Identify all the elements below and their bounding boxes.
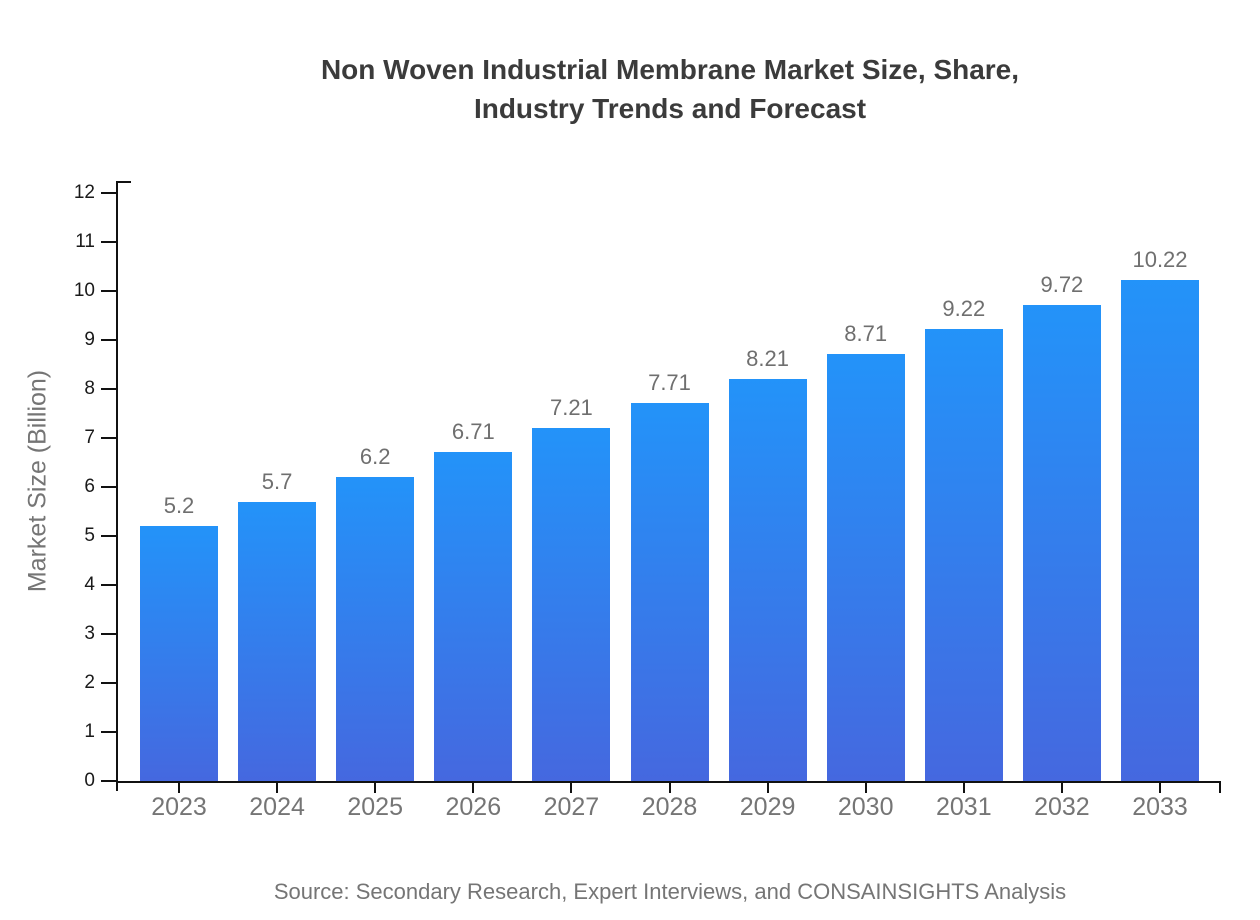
x-tick-label: 2028 (641, 793, 698, 821)
x-tick (472, 783, 475, 793)
chart-title-line-2: Industry Trends and Forecast (473, 93, 867, 124)
bar-value-label: 5.7 (261, 468, 293, 494)
chart-title: Non Woven Industrial Membrane Market Siz… (0, 50, 1260, 128)
x-tick (1159, 783, 1161, 793)
bar-value-label: 9.22 (942, 296, 986, 322)
y-tick-label: 10 (73, 280, 95, 301)
y-tick (101, 633, 116, 635)
bar-value-label: 6.71 (451, 419, 495, 445)
y-tick (101, 437, 116, 439)
x-tick (668, 783, 671, 793)
x-tick-label: 2031 (935, 793, 992, 821)
bar-value-label: 8.71 (844, 321, 888, 347)
y-tick (101, 780, 116, 782)
y-tick-label: 8 (84, 378, 95, 399)
bar (140, 526, 218, 781)
bar-value-label: 10.22 (1132, 247, 1188, 273)
y-tick (101, 682, 116, 684)
y-tick-label: 11 (75, 231, 95, 252)
y-tick (101, 241, 116, 243)
y-tick-label: 1 (84, 721, 95, 742)
bar (1022, 304, 1101, 781)
y-tick (101, 535, 116, 537)
y-tick (101, 192, 116, 194)
x-tick (962, 783, 965, 793)
x-axis-end-tick (1219, 783, 1221, 793)
x-tick-label: 2024 (249, 793, 305, 821)
y-tick-label: 5 (84, 525, 95, 546)
y-tick (101, 339, 116, 341)
y-axis-line (116, 181, 118, 791)
x-tick-label: 2032 (1034, 793, 1090, 821)
x-tick-label: 2027 (543, 793, 600, 821)
x-tick-label: 2030 (837, 793, 894, 821)
bar (1121, 280, 1199, 781)
bar (238, 501, 317, 781)
y-tick-label: 3 (84, 623, 95, 644)
x-tick (276, 783, 279, 793)
y-axis-top-cap (118, 181, 131, 183)
x-tick (178, 783, 180, 793)
x-axis-line (116, 781, 1221, 783)
plot-area: 0 1 2 3 4 5 6 7 8 9 10 11 12 5.2 2023 5.7 2024 6.2 2025 6.7… (74, 181, 1221, 821)
x-tick (1060, 783, 1063, 793)
y-tick (101, 388, 116, 390)
bar-value-label: 8.21 (746, 345, 789, 371)
y-tick (101, 731, 116, 733)
bar (924, 329, 1003, 781)
y-tick-label: 12 (73, 182, 95, 203)
bar-value-label: 9.72 (1040, 271, 1084, 297)
y-tick-label: 4 (84, 574, 95, 595)
y-tick-label: 6 (84, 476, 95, 497)
x-tick (864, 783, 867, 793)
y-tick (101, 290, 116, 292)
x-tick (570, 783, 573, 793)
bar (434, 452, 513, 781)
bar-value-label: 5.2 (163, 493, 195, 519)
x-tick-label: 2029 (739, 793, 796, 821)
y-tick (101, 584, 116, 586)
x-tick-label: 2025 (347, 793, 403, 821)
y-tick-label: 0 (84, 770, 95, 791)
x-tick-label: 2023 (151, 793, 207, 821)
bar-value-label: 7.71 (648, 370, 691, 396)
y-tick-label: 2 (84, 672, 95, 693)
chart-title-line-1: Non Woven Industrial Membrane Market Siz… (320, 54, 1020, 85)
x-tick-label: 2033 (1132, 793, 1188, 821)
y-tick-label: 9 (84, 329, 95, 350)
x-tick (374, 783, 377, 793)
bar-value-label: 7.21 (549, 394, 593, 420)
bar (532, 427, 611, 781)
y-tick (101, 486, 116, 488)
bar (630, 403, 709, 781)
bar (336, 477, 415, 781)
y-tick-label: 7 (84, 427, 95, 448)
bar (826, 354, 905, 781)
x-tick (766, 783, 769, 793)
bar (728, 378, 807, 781)
x-tick-label: 2026 (445, 793, 502, 821)
bar-value-label: 6.2 (359, 444, 391, 470)
source-note: Source: Secondary Research, Expert Inter… (273, 879, 1067, 904)
